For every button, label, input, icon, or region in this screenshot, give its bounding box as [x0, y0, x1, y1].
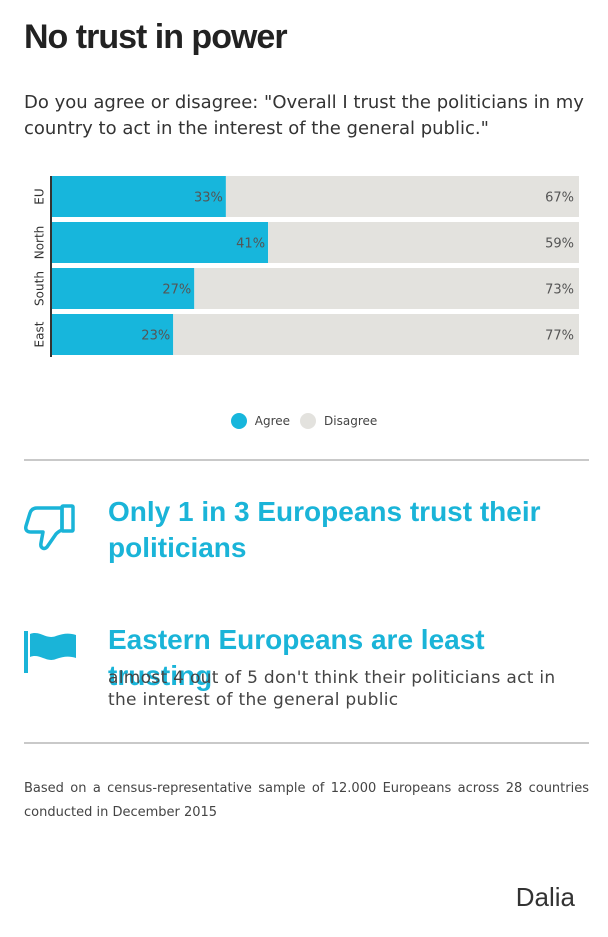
bar-agree-east	[52, 314, 174, 355]
data-label-disagree-east: 77%	[545, 329, 574, 344]
finding-2-detail: almost 4 out of 5 don't think their poli…	[108, 668, 556, 710]
bar-agree-north	[52, 222, 269, 263]
legend-item-disagree: Disagree	[300, 413, 377, 429]
data-label-disagree-south: 73%	[545, 283, 574, 298]
source-note: Based on a census-representative sample …	[24, 781, 589, 820]
page-title: No trust in power	[24, 18, 288, 56]
data-label-agree-east: 23%	[141, 329, 170, 344]
data-label-agree-south: 27%	[162, 283, 191, 298]
bar-agree-eu	[52, 176, 226, 217]
divider-top	[24, 459, 589, 461]
category-label-east: East	[33, 321, 47, 347]
category-label-eu: EU	[33, 188, 47, 204]
thumbs-down-icon	[24, 504, 75, 551]
bar-disagree-east	[173, 314, 579, 355]
legend-swatch-disagree	[300, 413, 317, 429]
category-label-south: South	[33, 271, 47, 306]
legend-swatch-agree	[230, 413, 247, 429]
finding-2-headline: Eastern Europeans are least trusting	[108, 624, 485, 691]
legend-item-agree: Agree	[230, 413, 291, 429]
data-label-disagree-eu: 67%	[545, 191, 574, 206]
bar-agree-south	[52, 268, 195, 309]
divider-bottom	[24, 742, 589, 744]
category-label-north: North	[33, 226, 47, 260]
data-label-agree-eu: 33%	[194, 191, 223, 206]
chart-legend: Agree Disagree	[0, 413, 608, 429]
brand-logo: Dalia	[515, 882, 575, 912]
bar-disagree-south	[194, 268, 580, 309]
data-label-agree-north: 41%	[236, 237, 265, 252]
flag-icon	[24, 631, 76, 673]
data-label-disagree-north: 59%	[545, 237, 574, 252]
question-text: Do you agree or disagree: "Overall I tru…	[24, 92, 584, 139]
legend-label-agree: Agree	[254, 414, 291, 428]
stacked-bar-chart: 33% 67% EU 41% 59% North 27% 73% South 23% 77% East	[33, 176, 580, 357]
legend-label-disagree: Disagree	[324, 414, 378, 428]
bar-disagree-north	[268, 222, 579, 263]
finding-1-headline: Only 1 in 3 Europeans trust their politi…	[108, 496, 541, 563]
bar-disagree-eu	[225, 176, 579, 217]
